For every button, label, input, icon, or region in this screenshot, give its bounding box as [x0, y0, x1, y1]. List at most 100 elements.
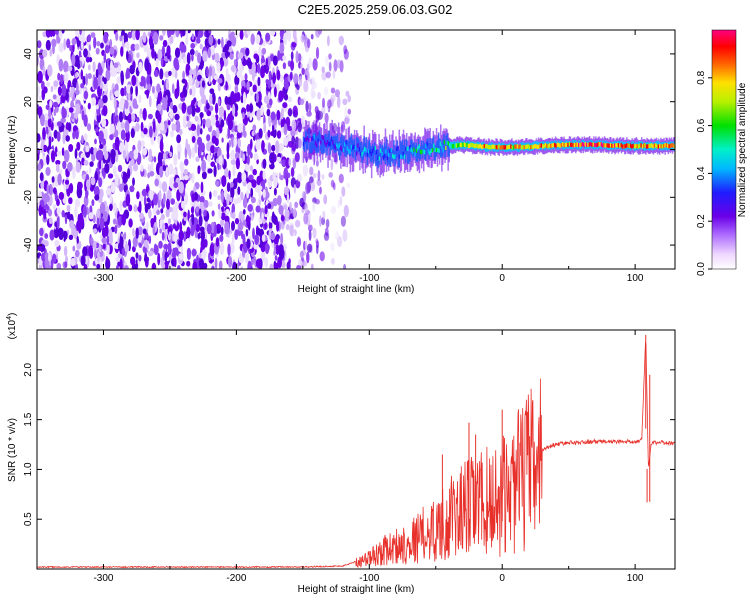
noise-speckle [215, 180, 220, 187]
signal-core [333, 144, 335, 149]
signal-core [422, 149, 424, 154]
noise-speckle [253, 53, 259, 60]
noise-speckle [113, 112, 116, 124]
noise-speckle [317, 91, 321, 100]
noise-speckle [183, 175, 189, 181]
noise-speckle [251, 62, 256, 75]
noise-speckle [160, 120, 165, 132]
signal-core [391, 153, 394, 159]
noise-speckle [296, 84, 300, 90]
noise-speckle [197, 52, 202, 64]
signal-band [368, 139, 371, 159]
noise-speckle [161, 223, 166, 232]
noise-speckle [63, 38, 66, 51]
noise-speckle [56, 163, 60, 173]
noise-speckle [218, 163, 222, 170]
signal-core [377, 155, 379, 160]
y-tick-label: 2.0 [23, 362, 34, 376]
noise-speckle [323, 194, 328, 205]
signal-band [382, 147, 385, 161]
noise-speckle [76, 235, 79, 244]
noise-speckle [262, 40, 266, 47]
noise-speckle [129, 64, 135, 75]
noise-speckle [112, 218, 117, 225]
noise-speckle [197, 32, 201, 39]
noise-speckle [211, 135, 217, 144]
noise-speckle [94, 248, 97, 259]
noise-speckle [200, 96, 207, 105]
noise-speckle [208, 141, 214, 147]
noise-speckle [52, 253, 57, 264]
noise-speckle [97, 251, 100, 263]
noise-speckle [164, 251, 168, 262]
signal-band [409, 146, 411, 162]
noise-speckle [250, 165, 253, 172]
signal-core [434, 147, 436, 152]
signal-core [488, 145, 491, 150]
signal-core [558, 142, 560, 148]
noise-speckle [280, 214, 285, 222]
noise-speckle [330, 87, 336, 94]
noise-speckle [246, 155, 250, 165]
signal-core [669, 143, 672, 149]
noise-speckle [220, 206, 225, 213]
y-tick-label: 1.0 [23, 462, 34, 476]
noise-speckle [85, 73, 88, 86]
noise-speckle [122, 149, 127, 160]
signal-core [329, 141, 331, 146]
noise-speckle [258, 128, 263, 139]
noise-speckle [148, 36, 153, 47]
noise-speckle [132, 236, 138, 248]
signal-halo [379, 140, 381, 178]
signal-core [308, 138, 310, 143]
noise-speckle [42, 66, 46, 77]
signal-halo [431, 138, 433, 168]
noise-speckle [39, 227, 44, 237]
signal-core [352, 145, 354, 150]
signal-core [643, 143, 645, 148]
noise-speckle [268, 221, 273, 230]
signal-band [360, 141, 362, 159]
noise-speckle [227, 256, 233, 268]
noise-speckle [189, 88, 193, 96]
noise-speckle [90, 237, 94, 244]
noise-speckle [250, 196, 256, 204]
y-tick-label: 40 [23, 48, 34, 60]
signal-band [420, 140, 423, 154]
noise-speckle [58, 58, 64, 72]
noise-speckle [232, 103, 236, 117]
noise-speckle [190, 206, 195, 214]
signal-core [467, 143, 470, 149]
noise-speckle [46, 183, 50, 196]
noise-speckle [123, 232, 127, 240]
noise-speckle [158, 181, 163, 190]
signal-core [538, 144, 540, 149]
signal-band [339, 140, 341, 160]
signal-core [562, 142, 564, 147]
noise-speckle [242, 123, 246, 136]
noise-speckle [68, 197, 73, 205]
noise-speckle [310, 182, 316, 192]
noise-speckle [321, 71, 327, 81]
noise-speckle [41, 244, 46, 252]
signal-core [668, 144, 670, 149]
signal-core [522, 144, 524, 150]
signal-halo [327, 130, 329, 168]
signal-band [397, 150, 399, 167]
noise-speckle [264, 242, 270, 255]
noise-speckle [39, 172, 44, 182]
noise-speckle [186, 250, 191, 261]
noise-speckle [49, 99, 53, 109]
signal-core [431, 147, 434, 153]
noise-speckle [88, 245, 94, 258]
noise-speckle [38, 204, 42, 217]
noise-speckle [257, 63, 261, 74]
noise-speckle [90, 176, 96, 186]
noise-speckle [130, 86, 134, 95]
colorbar-tick-label: 0.8 [696, 70, 707, 84]
signal-core [535, 144, 537, 149]
signal-band [423, 141, 425, 154]
noise-speckle [169, 176, 175, 189]
colorbar-tick-label: 0.6 [696, 118, 707, 132]
noise-speckle [114, 149, 119, 163]
